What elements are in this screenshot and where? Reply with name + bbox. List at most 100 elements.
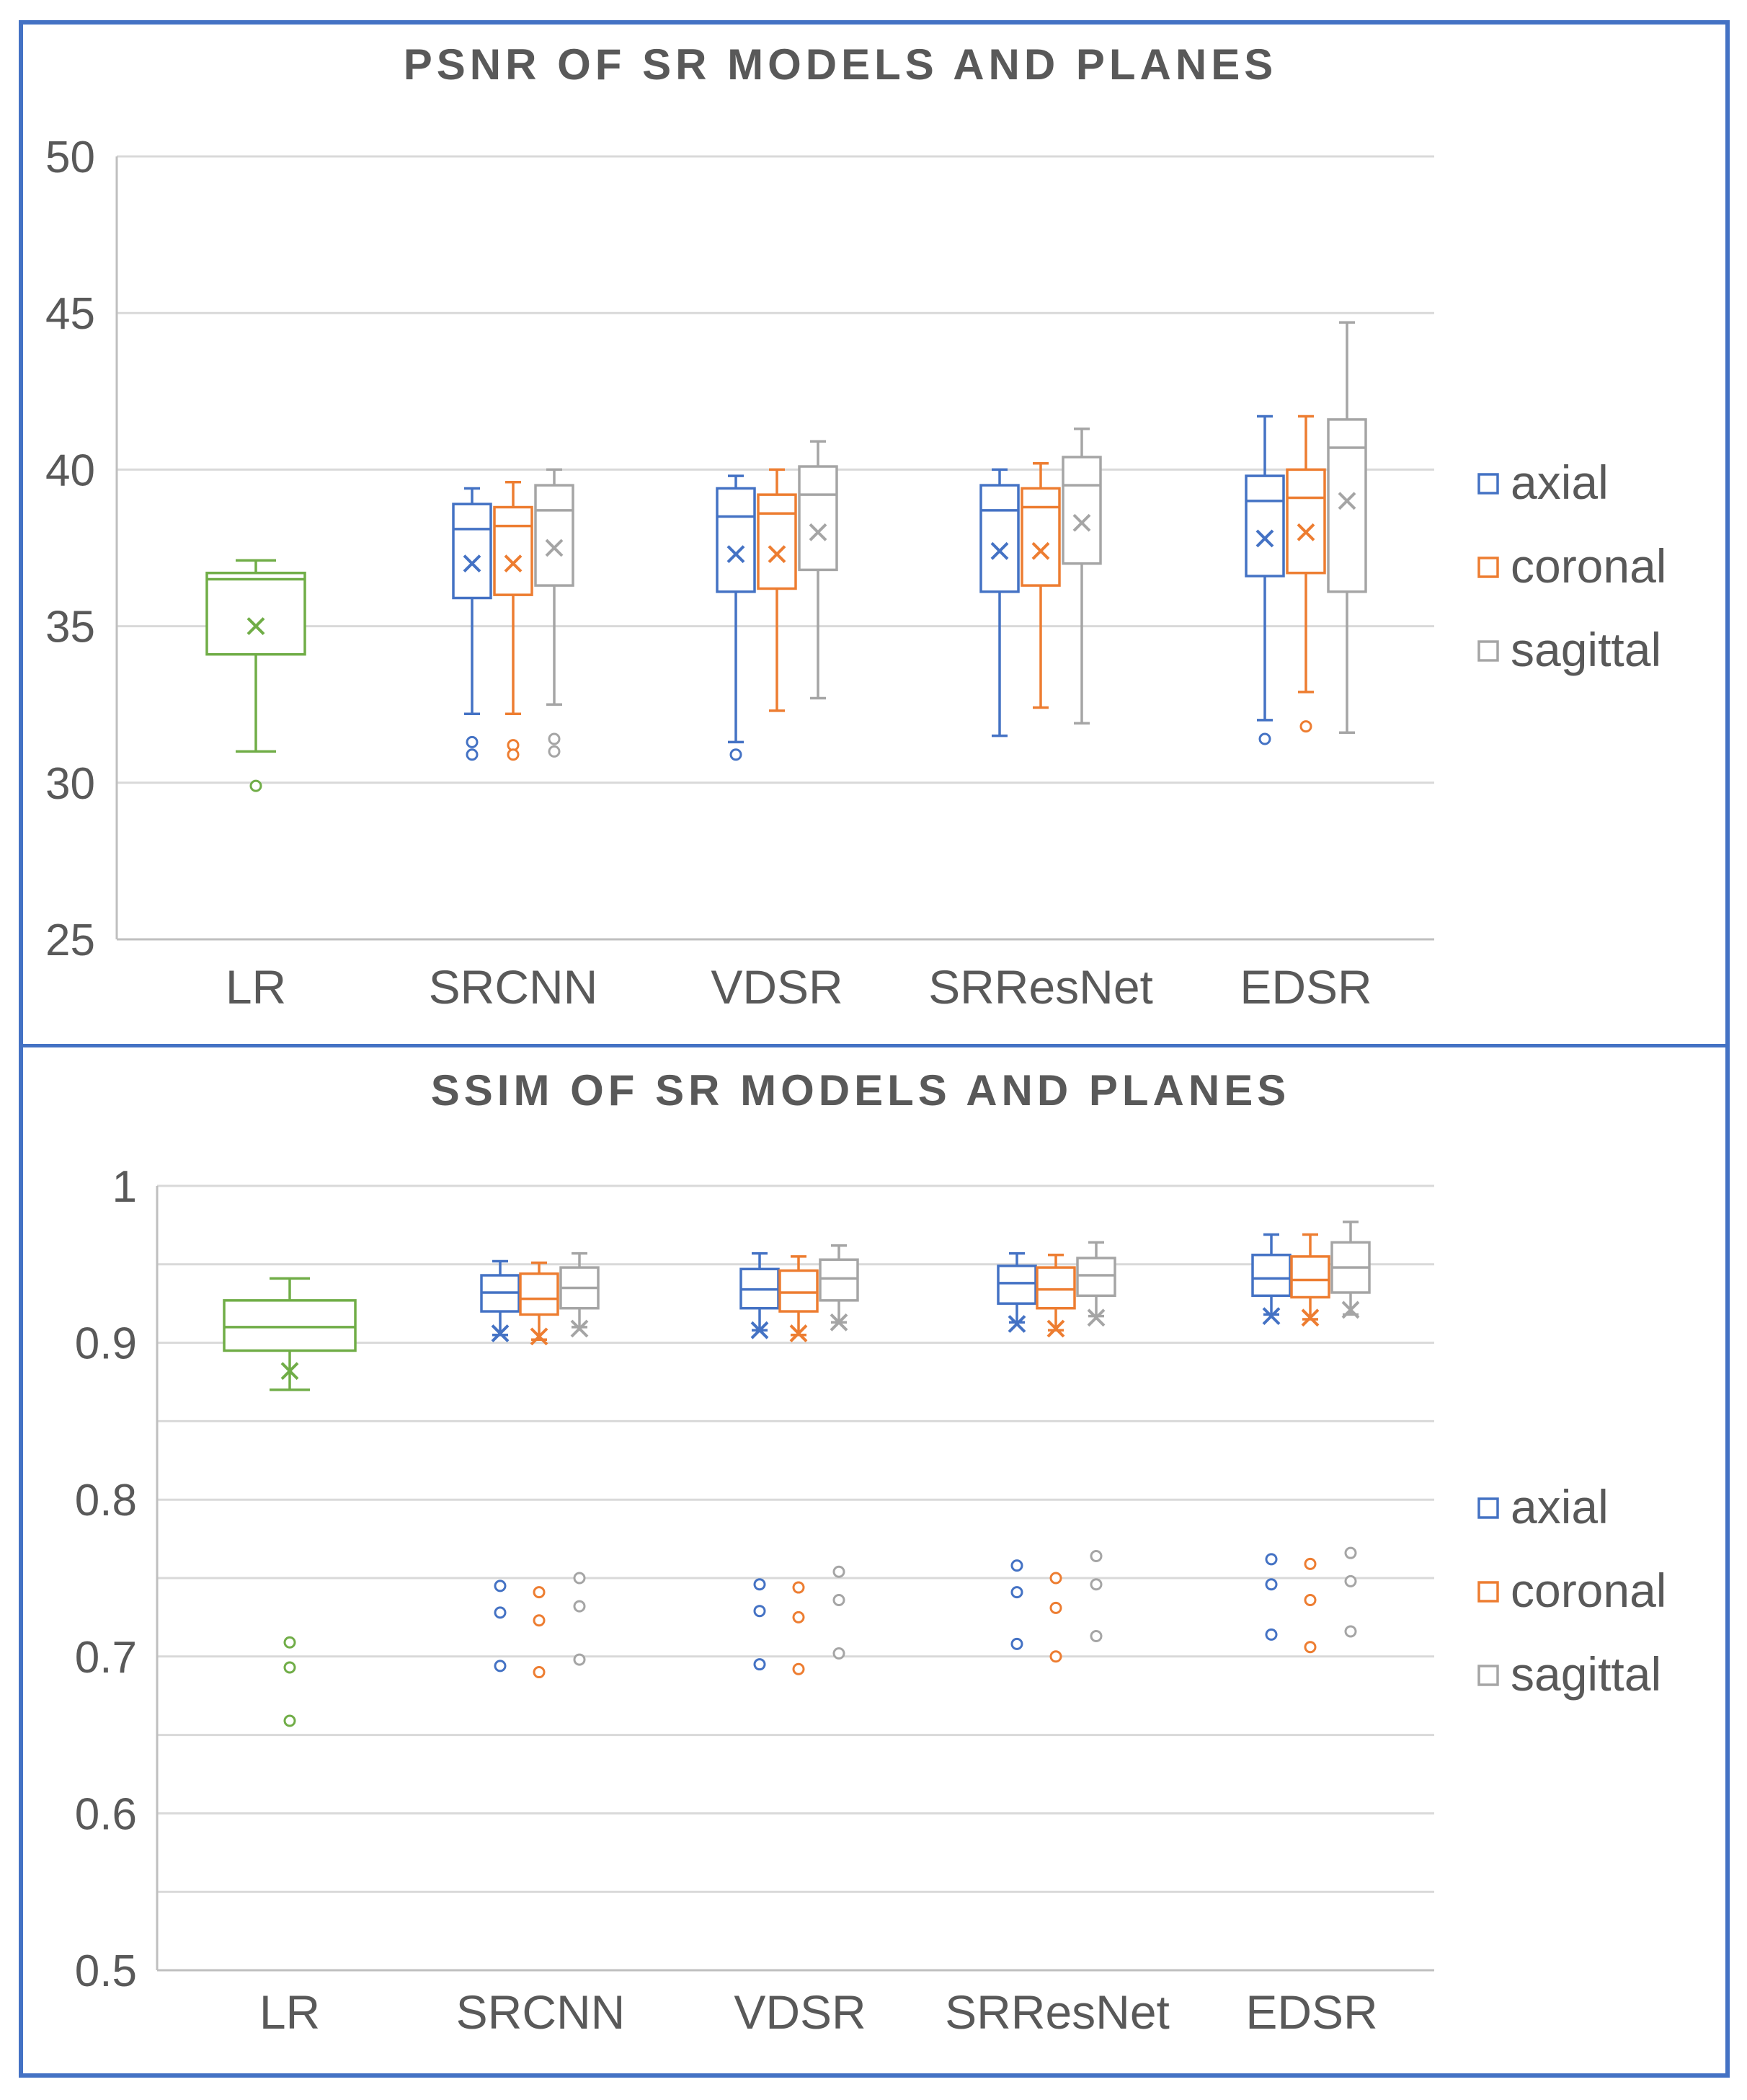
iqr-box	[1021, 487, 1061, 587]
iqr-box	[1076, 1257, 1116, 1298]
outlier-point	[533, 1614, 546, 1627]
outlier-point	[548, 745, 561, 758]
legend-item-coronal: coronal	[1477, 1564, 1666, 1617]
box-srcnn-coronal	[519, 1261, 559, 1679]
mean-marker	[280, 1362, 299, 1381]
outlier-point	[792, 1611, 805, 1623]
outlier-point	[792, 1581, 805, 1594]
box-edsr-axial	[1245, 415, 1285, 745]
figure-frame	[19, 20, 1730, 2078]
outlier-point	[573, 1653, 586, 1666]
outlier-point	[466, 748, 479, 761]
mean-marker	[1255, 529, 1274, 548]
outlier-point	[729, 748, 742, 761]
box-srresnet-axial	[997, 1251, 1037, 1650]
iqr-box	[519, 1272, 559, 1316]
outlier-point	[832, 1647, 845, 1660]
legend-swatch	[1477, 1497, 1499, 1519]
x-category-label: LR	[259, 1985, 320, 2039]
outlier-point	[753, 1578, 766, 1591]
box-srresnet-coronal	[1021, 461, 1061, 709]
box-vdsr-coronal	[757, 468, 797, 712]
legend-label: axial	[1511, 456, 1609, 509]
box-vdsr-coronal	[778, 1255, 819, 1675]
outlier-point	[1049, 1572, 1062, 1585]
box-srcnn-axial	[452, 487, 492, 761]
iqr-box	[205, 572, 306, 656]
legend-swatch	[1477, 640, 1499, 662]
legend-label: axial	[1511, 1480, 1609, 1533]
x-category-label: SRCNN	[456, 1985, 626, 2039]
mean-marker	[768, 545, 786, 564]
outlier-point	[1304, 1641, 1317, 1654]
box-srcnn-coronal	[493, 481, 533, 761]
mean-marker	[1008, 1315, 1026, 1333]
iqr-box	[798, 465, 838, 572]
legend-item-sagittal: sagittal	[1477, 1647, 1661, 1701]
outlier-point	[283, 1661, 296, 1674]
iqr-box	[452, 502, 492, 600]
legend-label: coronal	[1511, 1564, 1666, 1617]
outlier-point	[1258, 732, 1271, 745]
y-tick-label: 1	[112, 1162, 137, 1212]
mean-marker	[1031, 541, 1050, 560]
mean-marker	[491, 1324, 510, 1342]
outlier-point	[283, 1714, 296, 1727]
x-category-label: LR	[226, 960, 286, 1014]
box-lr-lr	[205, 559, 306, 792]
outlier-point	[1299, 720, 1312, 733]
outlier-point	[832, 1565, 845, 1578]
y-tick-label: 0.5	[75, 1946, 137, 1996]
iqr-box	[1327, 418, 1367, 593]
outlier-point	[1344, 1546, 1357, 1559]
legend-label: sagittal	[1511, 623, 1661, 676]
legend-swatch	[1477, 1581, 1499, 1603]
box-edsr-sagittal	[1327, 321, 1367, 735]
y-tick-label: 0.9	[75, 1319, 137, 1369]
outlier-point	[494, 1580, 507, 1592]
box-edsr-coronal	[1286, 415, 1326, 733]
mean-marker	[504, 554, 523, 573]
iqr-box	[223, 1299, 357, 1352]
outlier-point	[1344, 1574, 1357, 1587]
legend-swatch	[1477, 473, 1499, 495]
outlier-point	[494, 1660, 507, 1673]
box-vdsr-sagittal	[798, 440, 838, 700]
chart-title: SSIM OF SR MODELS AND PLANES	[431, 1066, 1291, 1115]
mean-marker	[1338, 492, 1356, 510]
mean-marker	[1087, 1308, 1106, 1327]
panel-divider	[19, 1044, 1730, 1047]
x-category-label: VDSR	[711, 960, 843, 1014]
outlier-point	[466, 735, 479, 748]
legend-label: sagittal	[1511, 1647, 1661, 1701]
x-category-label: VDSR	[734, 1985, 866, 2039]
y-tick-label: 0.6	[75, 1789, 137, 1839]
psnr-chart: PSNR OF SR MODELS AND PLANES 25 30 35 40 45 50…	[45, 40, 1666, 1014]
box-vdsr-axial	[716, 474, 756, 761]
outlier-point	[1265, 1553, 1278, 1566]
outlier-point	[573, 1572, 586, 1585]
legend-item-axial: axial	[1477, 1480, 1609, 1533]
iqr-box	[778, 1269, 819, 1313]
box-srresnet-coronal	[1036, 1253, 1076, 1663]
outlier-point	[1049, 1601, 1062, 1614]
legend-swatch	[1477, 557, 1499, 578]
outlier-point	[283, 1636, 296, 1649]
x-category-label: SRResNet	[945, 1985, 1170, 2039]
box-edsr-axial	[1251, 1233, 1292, 1641]
outlier-point	[1010, 1559, 1023, 1572]
outlier-point	[1090, 1630, 1103, 1643]
y-tick-label: 0.8	[75, 1476, 137, 1525]
iqr-box	[1290, 1255, 1330, 1299]
outlier-point	[573, 1600, 586, 1613]
outlier-point	[494, 1606, 507, 1619]
outlier-point	[1304, 1557, 1317, 1570]
box-edsr-sagittal	[1330, 1220, 1371, 1638]
iqr-box	[534, 484, 574, 587]
mean-marker	[570, 1319, 589, 1338]
box-edsr-coronal	[1290, 1233, 1330, 1654]
outlier-point	[249, 779, 262, 792]
outlier-point	[832, 1593, 845, 1606]
y-tick-label: 30	[45, 759, 95, 809]
box-srcnn-sagittal	[559, 1251, 600, 1666]
